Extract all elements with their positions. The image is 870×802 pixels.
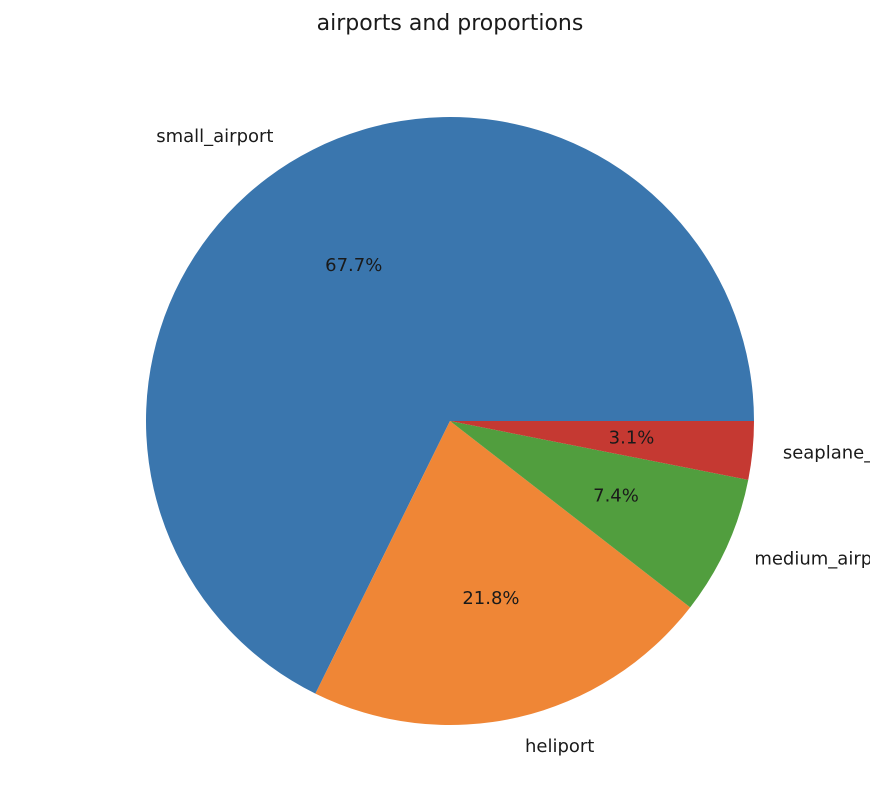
slice-label-seaplane-base: seaplane_base bbox=[783, 443, 870, 464]
slice-label-medium-airport: medium_airport bbox=[754, 549, 870, 570]
pie-slice-medium-airport bbox=[450, 421, 749, 608]
slice-label-small-airport: small_airport bbox=[156, 126, 273, 147]
slice-label-heliport: heliport bbox=[525, 736, 594, 757]
pie-slice-seaplane-base bbox=[450, 421, 754, 480]
chart-title: airports and proportions bbox=[317, 11, 584, 36]
pie-labels: small_airport 67.7% heliport 21.8% medium_ai… bbox=[156, 126, 870, 757]
pie-slices bbox=[146, 116, 754, 725]
slice-percent-seaplane-base: 3.1% bbox=[609, 428, 655, 449]
slice-percent-heliport: 21.8% bbox=[462, 588, 519, 609]
slice-percent-small-airport: 67.7% bbox=[325, 255, 382, 276]
pie-slice-small-airport bbox=[146, 116, 754, 694]
slice-percent-medium-airport: 7.4% bbox=[593, 486, 639, 507]
pie-slice-heliport bbox=[315, 421, 691, 725]
